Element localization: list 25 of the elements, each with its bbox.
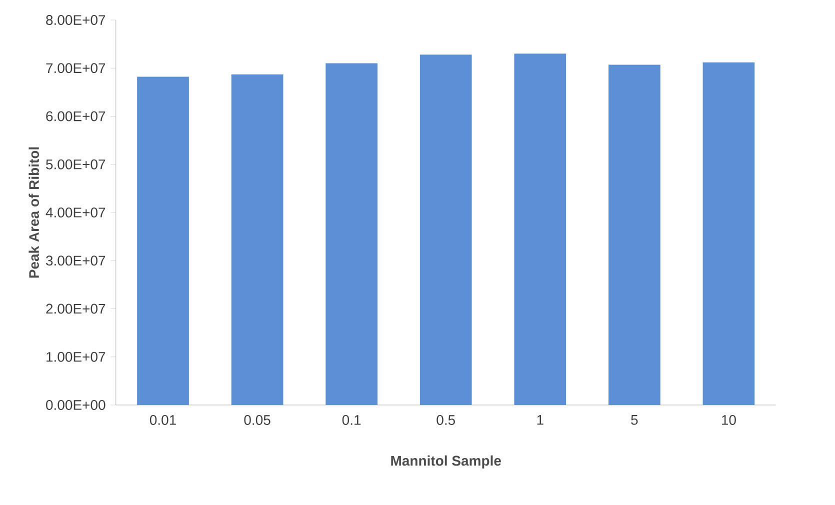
y-tick-label: 8.00E+07: [46, 15, 106, 25]
x-tick-label: 0.01: [150, 415, 176, 425]
bar: [231, 74, 284, 405]
bar: [420, 54, 472, 405]
y-tick-label: 0.00E+00: [46, 400, 106, 410]
y-axis-title: Peak Area of Ribitol: [28, 147, 40, 278]
x-tick-label: 0.5: [436, 415, 455, 425]
bar: [608, 64, 660, 405]
y-tick-label: 1.00E+07: [46, 352, 106, 362]
x-tick-label: 5: [631, 415, 638, 425]
x-axis-title: Mannitol Sample: [391, 455, 501, 468]
y-tick-label: 6.00E+07: [46, 111, 106, 122]
y-tick-label: 5.00E+07: [46, 159, 106, 170]
x-tick-label: 1: [537, 415, 544, 425]
bar: [137, 76, 189, 405]
bar: [702, 62, 755, 405]
bar: [326, 63, 378, 405]
bar: [514, 54, 566, 405]
x-tick-label: 0.1: [342, 415, 361, 425]
y-tick-label: 7.00E+07: [46, 63, 106, 74]
y-tick-label: 2.00E+07: [46, 304, 106, 314]
x-tick-label: 10: [722, 415, 736, 425]
y-tick-label: 3.00E+07: [46, 256, 106, 266]
y-tick-label: 4.00E+07: [46, 208, 106, 218]
x-tick-label: 0.05: [244, 415, 270, 425]
